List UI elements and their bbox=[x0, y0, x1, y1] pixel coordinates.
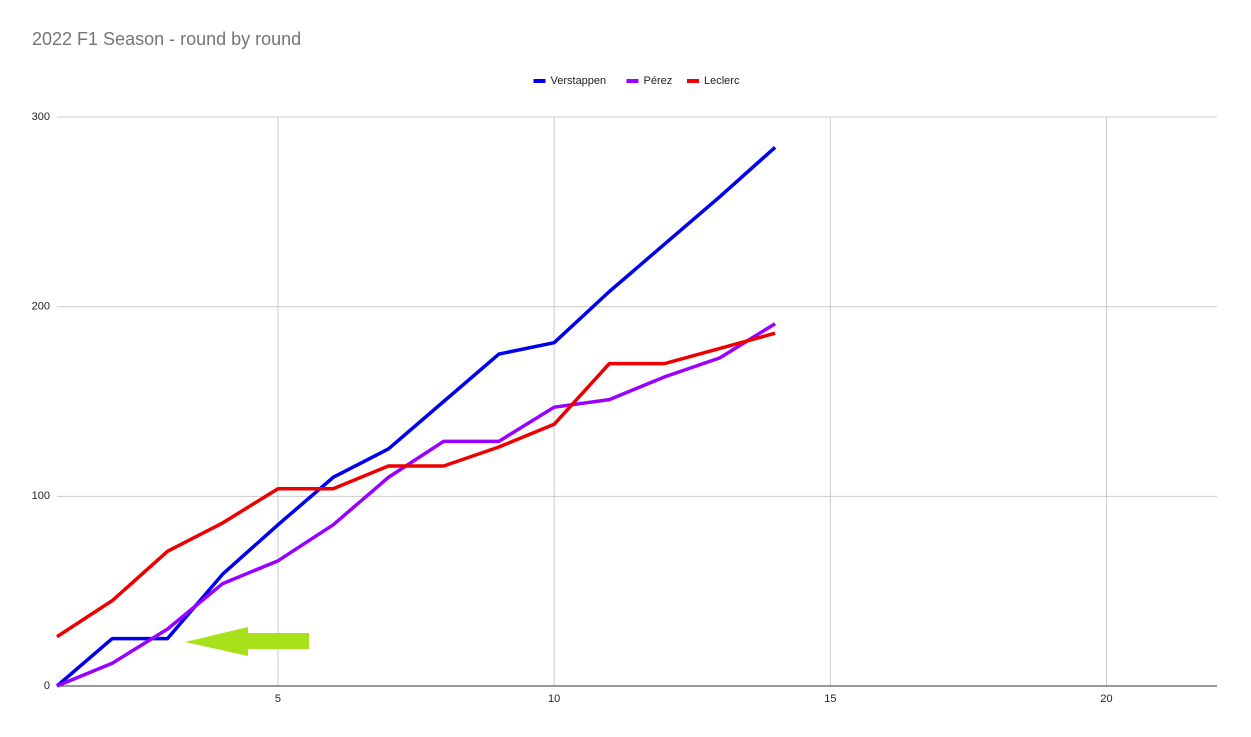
x-tick-label: 10 bbox=[548, 693, 560, 705]
series-line bbox=[55, 146, 777, 688]
y-tick-label: 100 bbox=[32, 490, 50, 502]
legend-label: Verstappen bbox=[551, 75, 607, 87]
x-tick-label: 5 bbox=[275, 693, 281, 705]
legend-label: Leclerc bbox=[704, 75, 740, 87]
y-tick-label: 300 bbox=[32, 111, 50, 123]
chart-title: 2022 F1 Season - round by round bbox=[32, 29, 301, 49]
y-tick-label: 200 bbox=[32, 301, 50, 313]
lines bbox=[55, 146, 777, 688]
grid: 0 100 200 300 5 10 15 20 bbox=[32, 111, 1217, 705]
legend-label: Pérez bbox=[644, 75, 673, 87]
x-tick-label: 20 bbox=[1100, 693, 1112, 705]
series-line bbox=[56, 331, 776, 639]
arrow-annotation bbox=[185, 627, 309, 656]
legend: Verstappen Pérez Leclerc bbox=[533, 75, 740, 87]
series-line bbox=[56, 322, 777, 688]
x-tick-label: 15 bbox=[824, 693, 836, 705]
y-tick-label: 0 bbox=[44, 680, 50, 692]
